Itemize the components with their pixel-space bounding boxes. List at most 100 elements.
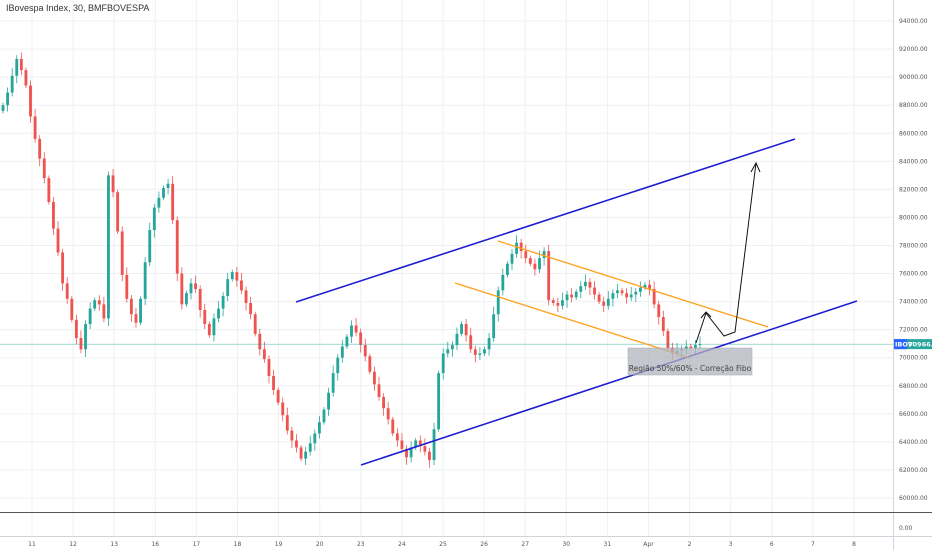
candle-body — [336, 357, 340, 374]
candle-body — [24, 70, 28, 86]
candle-body — [304, 451, 308, 459]
candle-body — [189, 283, 193, 294]
candle-body — [469, 335, 473, 350]
candle-body — [501, 274, 505, 291]
candle-body — [61, 252, 65, 284]
candle-body — [496, 290, 500, 315]
candle-body — [528, 258, 532, 264]
candle-body — [455, 333, 459, 346]
candle-body — [629, 294, 633, 298]
projection-arrowhead-small — [700, 311, 712, 319]
x-tick-label: 26 — [480, 541, 488, 548]
x-tick-label: 8 — [852, 541, 856, 548]
candle-body — [643, 284, 647, 288]
candle-body — [524, 251, 528, 259]
candle-body — [616, 290, 619, 294]
candle-body — [175, 220, 179, 274]
y-tick-label: 84000.00 — [899, 158, 928, 165]
candle-body — [1, 105, 5, 111]
candle-body — [551, 300, 555, 303]
last-price-text: 70966.70 — [908, 340, 932, 348]
candle-body — [405, 448, 408, 458]
y-tick-label: 76000.00 — [899, 271, 928, 278]
candle-body — [129, 298, 133, 315]
x-tick-label: 6 — [770, 541, 774, 548]
flag-lower-line — [454, 282, 691, 359]
candle-body — [414, 440, 418, 448]
x-tick-label: 23 — [357, 541, 365, 548]
chart-title: IBovespa Index, 30, BMFBOVESPA — [6, 3, 150, 13]
candle-body — [276, 389, 280, 403]
channel-upper-line — [295, 138, 796, 303]
candle-body — [418, 440, 422, 447]
x-tick-label: 31 — [604, 541, 612, 548]
candle-body — [253, 314, 257, 334]
candle-body — [203, 310, 207, 325]
y-tick-label: 60000.00 — [899, 495, 928, 502]
candle-body — [620, 290, 624, 294]
candle-body — [217, 308, 220, 319]
candle-body — [226, 279, 230, 296]
candle-body — [382, 396, 386, 409]
candle-body — [377, 384, 381, 397]
candle-body — [331, 373, 335, 393]
candle-body — [70, 298, 74, 320]
x-tick-label: 13 — [110, 541, 118, 548]
candle-body — [350, 325, 353, 337]
candle-body — [510, 253, 514, 264]
candle-body — [65, 283, 69, 299]
candle-body — [207, 324, 211, 336]
candle-body — [143, 262, 147, 299]
candle-body — [42, 158, 46, 179]
x-tick-label: 7 — [811, 541, 815, 548]
candle-body — [593, 287, 596, 295]
candle-body — [561, 300, 564, 306]
candle-body — [322, 409, 326, 423]
candle-body — [93, 300, 97, 309]
y-bottom-tick-label: 0.00 — [899, 525, 913, 532]
candle-body — [515, 242, 519, 254]
y-tick-label: 70000.00 — [899, 355, 928, 362]
candle-body — [285, 415, 289, 431]
x-tick-label: 17 — [193, 541, 201, 548]
x-tick-label: 11 — [28, 541, 36, 548]
x-tick-label: 12 — [69, 541, 77, 548]
candle-body — [107, 175, 110, 319]
candle-body — [583, 281, 587, 287]
candle-body — [235, 272, 239, 281]
candle-body — [611, 293, 615, 299]
x-tick-label: 30 — [562, 541, 570, 548]
candle-body — [134, 314, 138, 323]
candle-body — [272, 375, 275, 390]
fibo-zone-label: Região 50%/60% - Correção Fibo — [629, 364, 752, 373]
last-price-tag — [894, 339, 932, 350]
candle-body — [290, 430, 294, 441]
candle-body — [492, 314, 496, 339]
candle-body — [428, 451, 431, 461]
x-tick-label: 25 — [439, 541, 447, 548]
x-tick-label: 2 — [688, 541, 692, 548]
candle-body — [15, 58, 19, 76]
y-tick-label: 68000.00 — [899, 383, 928, 390]
candle-body — [184, 293, 188, 305]
projection-arrowhead-main — [750, 161, 761, 173]
candle-body — [313, 433, 317, 444]
candle-body — [162, 187, 165, 198]
y-tick-label: 82000.00 — [899, 186, 928, 193]
candle-body — [409, 447, 413, 458]
y-tick-label: 72000.00 — [899, 327, 928, 334]
candle-body — [194, 283, 198, 289]
candle-body — [47, 178, 51, 202]
candle-body — [606, 298, 610, 306]
candle-body — [505, 263, 509, 275]
candle-body — [308, 443, 312, 452]
y-tick-label: 88000.00 — [899, 102, 928, 109]
candle-body — [473, 349, 477, 355]
candle-body — [395, 433, 399, 441]
candle-body — [56, 228, 60, 253]
candle-body — [29, 85, 32, 117]
symbol-tag-text: IBOV — [895, 340, 913, 348]
